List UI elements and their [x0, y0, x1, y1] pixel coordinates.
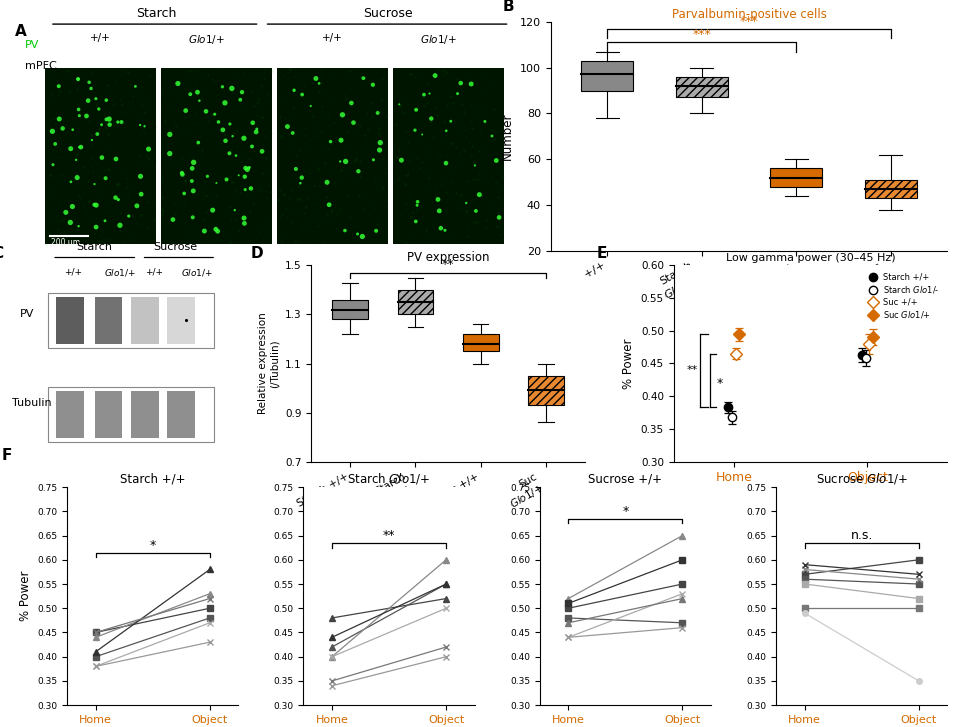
Text: $\it{Glo1}$/+: $\it{Glo1}$/+: [188, 33, 225, 47]
Text: PV: PV: [20, 310, 34, 319]
Text: B: B: [503, 0, 515, 14]
Text: +/+: +/+: [323, 33, 344, 44]
Text: C: C: [0, 246, 4, 261]
Y-axis label: Relative expression
(/Tubulin): Relative expression (/Tubulin): [257, 313, 279, 414]
Text: E: E: [597, 246, 608, 261]
Text: **: **: [687, 365, 698, 375]
Text: +/+: +/+: [145, 268, 164, 276]
Bar: [770, 169, 822, 187]
Point: [589, 66, 604, 78]
Text: *: *: [622, 505, 629, 518]
Text: *: *: [717, 377, 723, 390]
Text: **: **: [383, 529, 395, 542]
Bar: [397, 290, 434, 314]
Text: **: **: [442, 259, 455, 271]
Text: +/+: +/+: [90, 33, 111, 44]
Text: Starch: Starch: [77, 241, 113, 252]
Y-axis label: % Power: % Power: [18, 571, 32, 622]
Bar: [865, 180, 917, 198]
Legend: Starch +/+, Starch $\it{Glo1}$/-, Suc +/+, Suc $\it{Glo1}$/+: Starch +/+, Starch $\it{Glo1}$/-, Suc +/…: [865, 270, 944, 324]
Text: *: *: [149, 539, 156, 552]
Text: $\it{Glo1}$/+: $\it{Glo1}$/+: [181, 268, 213, 278]
Text: Sucrose: Sucrose: [364, 7, 413, 20]
Text: F: F: [2, 448, 12, 463]
Text: D: D: [251, 246, 263, 261]
Title: Sucrose +/+: Sucrose +/+: [589, 473, 662, 486]
Text: Sucrose: Sucrose: [153, 241, 198, 252]
Bar: [332, 300, 368, 319]
Text: ***: ***: [693, 28, 711, 41]
Title: Starch +/+: Starch +/+: [120, 473, 186, 486]
Text: $\it{Glo1}$/+: $\it{Glo1}$/+: [420, 33, 457, 47]
Title: Low gamma power (30–45 Hz): Low gamma power (30–45 Hz): [725, 253, 896, 263]
Title: Starch $\it{Glo1}$/+: Starch $\it{Glo1}$/+: [347, 471, 431, 486]
Text: Starch: Starch: [136, 7, 176, 20]
Text: n.s.: n.s.: [851, 529, 873, 542]
Title: Parvalbumin-positive cells: Parvalbumin-positive cells: [672, 8, 827, 20]
Bar: [581, 61, 634, 91]
Text: Tubulin: Tubulin: [11, 398, 52, 408]
Y-axis label: Number: Number: [501, 113, 514, 160]
Y-axis label: % Power: % Power: [622, 338, 635, 389]
Text: ***: ***: [740, 15, 758, 28]
Title: PV expression: PV expression: [407, 252, 489, 264]
Text: A: A: [14, 24, 27, 39]
Text: +/+: +/+: [64, 268, 82, 276]
Title: Sucrose $\it{Glo1}$/+: Sucrose $\it{Glo1}$/+: [815, 471, 908, 486]
Text: mPFC: mPFC: [25, 61, 56, 71]
Bar: [463, 334, 499, 351]
Text: PV: PV: [25, 40, 39, 50]
Text: $\it{Glo1}$/+: $\it{Glo1}$/+: [104, 268, 137, 278]
Text: 200 μm: 200 μm: [52, 238, 80, 247]
Bar: [528, 376, 564, 405]
Bar: [676, 77, 727, 97]
